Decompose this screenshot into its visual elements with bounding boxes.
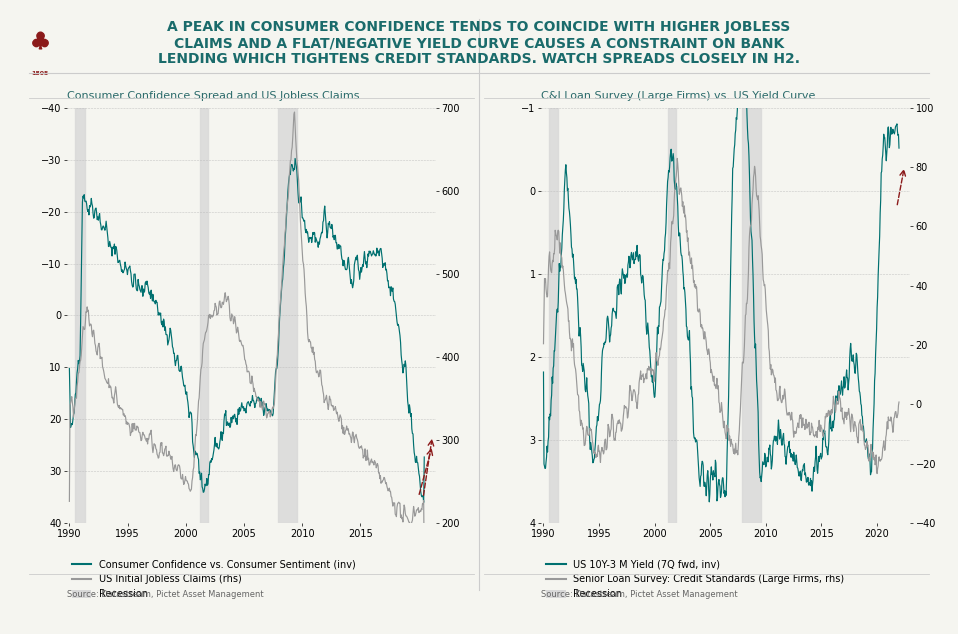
Text: 1805: 1805 [32, 71, 49, 76]
Bar [76, 108, 84, 523]
Bar [199, 108, 208, 523]
Legend: US 10Y-3 M Yield (7Q fwd, inv), Senior Loan Survey: Credit Standards (Large Firm: US 10Y-3 M Yield (7Q fwd, inv), Senior L… [546, 559, 845, 599]
Bar [742, 108, 762, 523]
Legend: Consumer Confidence vs. Consumer Sentiment (inv), US Initial Jobless Claims (rhs: Consumer Confidence vs. Consumer Sentime… [72, 559, 355, 599]
Text: Source: Datastream, Pictet Asset Management: Source: Datastream, Pictet Asset Managem… [67, 590, 263, 599]
Bar [549, 108, 558, 523]
Bar [668, 108, 675, 523]
Text: CLAIMS AND A FLAT/NEGATIVE YIELD CURVE CAUSES A CONSTRAINT ON BANK: CLAIMS AND A FLAT/NEGATIVE YIELD CURVE C… [173, 36, 785, 50]
Text: LENDING WHICH TIGHTENS CREDIT STANDARDS. WATCH SPREADS CLOSELY IN H2.: LENDING WHICH TIGHTENS CREDIT STANDARDS.… [158, 52, 800, 66]
Text: Source: Datastream, Pictet Asset Management: Source: Datastream, Pictet Asset Managem… [541, 590, 738, 599]
Text: Consumer Confidence Spread and US Jobless Claims: Consumer Confidence Spread and US Jobles… [67, 91, 359, 101]
Text: C&I Loan Survey (Large Firms) vs. US Yield Curve: C&I Loan Survey (Large Firms) vs. US Yie… [541, 91, 815, 101]
Text: A PEAK IN CONSUMER CONFIDENCE TENDS TO COINCIDE WITH HIGHER JOBLESS: A PEAK IN CONSUMER CONFIDENCE TENDS TO C… [168, 20, 790, 34]
Bar [278, 108, 297, 523]
